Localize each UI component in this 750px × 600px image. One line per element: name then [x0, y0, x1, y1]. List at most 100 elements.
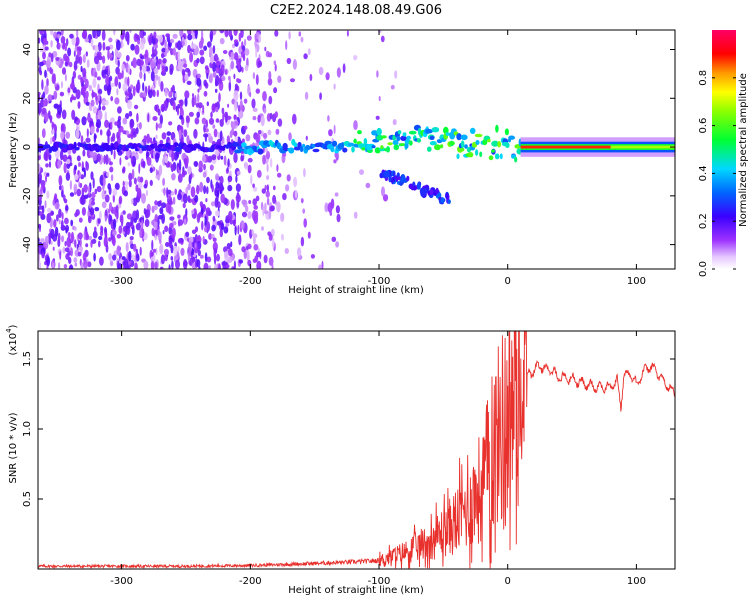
noise-speck [161, 213, 166, 225]
noise-speck [142, 91, 147, 98]
noise-speck [303, 168, 306, 178]
noise-speck [161, 132, 167, 140]
noise-speck [187, 195, 191, 203]
noise-speck [98, 93, 101, 102]
noise-speck [98, 235, 103, 241]
noise-speck [255, 74, 259, 86]
noise-speck [252, 183, 255, 188]
noise-speck [135, 223, 141, 231]
noise-speck [131, 198, 134, 205]
noise-speck [65, 172, 71, 181]
noise-speck [203, 79, 207, 87]
noise-speck [53, 90, 58, 100]
noise-speck [246, 250, 250, 262]
noise-speck [145, 209, 151, 218]
noise-speck [184, 90, 190, 99]
noise-speck [319, 92, 322, 100]
noise-speck [233, 152, 238, 164]
x-tick-label: -100 [368, 576, 391, 587]
noise-speck [282, 193, 287, 201]
noise-speck [43, 99, 47, 107]
band-blob [347, 142, 355, 147]
snr-xlabel: Height of straight line (km) [288, 585, 424, 596]
noise-speck [60, 131, 65, 140]
noise-speck [77, 101, 81, 109]
noise-speck [86, 128, 89, 138]
noise-speck [204, 134, 207, 142]
noise-speck [85, 137, 91, 143]
noise-speck [127, 64, 130, 75]
band-blob [425, 129, 434, 134]
noise-speck [196, 184, 200, 195]
band-blob [131, 143, 138, 149]
noise-speck [219, 183, 224, 192]
noise-speck [82, 252, 87, 261]
noise-speck [198, 160, 203, 170]
noise-speck [172, 47, 176, 56]
noise-speck [45, 59, 51, 68]
noise-speck [219, 37, 225, 45]
noise-speck [277, 118, 283, 127]
noise-speck [168, 226, 173, 235]
noise-speck [90, 126, 95, 135]
noise-speck [230, 51, 235, 61]
noise-speck [142, 82, 145, 92]
noise-speck [136, 58, 141, 66]
noise-speck [168, 264, 171, 269]
noise-speck [240, 155, 244, 162]
noise-speck [84, 37, 90, 43]
band-blob [397, 130, 402, 135]
colorbar-tick-label: 0.2 [698, 213, 709, 229]
noise-speck [220, 193, 225, 204]
noise-speck [122, 210, 126, 215]
noise-speck [191, 96, 195, 108]
noise-speck [90, 171, 94, 181]
noise-speck [222, 50, 228, 54]
noise-speck [237, 224, 240, 235]
noise-speck [110, 83, 116, 87]
noise-speck [262, 91, 267, 102]
noise-speck [192, 43, 197, 49]
noise-speck [177, 238, 182, 244]
noise-speck [50, 228, 55, 239]
band-blob [135, 148, 139, 152]
noise-speck [133, 104, 139, 110]
noise-speck [203, 90, 208, 97]
noise-speck [290, 78, 295, 83]
noise-speck [114, 121, 119, 126]
noise-speck [181, 68, 186, 76]
noise-speck [177, 214, 181, 219]
noise-speck [324, 202, 329, 213]
noise-speck [145, 65, 151, 72]
noise-speck [64, 217, 69, 225]
noise-speck [80, 65, 83, 73]
noise-speck [208, 265, 211, 269]
noise-speck [144, 219, 150, 227]
branch-blob [408, 183, 414, 190]
noise-speck [50, 40, 53, 48]
noise-speck [158, 34, 163, 43]
noise-speck [139, 246, 142, 256]
noise-speck [220, 64, 225, 74]
noise-speck [267, 78, 273, 86]
noise-speck [227, 184, 233, 192]
noise-speck [239, 91, 243, 100]
noise-speck [309, 73, 313, 82]
noise-speck [127, 99, 132, 110]
noise-speck [212, 71, 217, 78]
noise-speck [76, 30, 79, 38]
noise-speck [272, 194, 277, 204]
noise-speck [61, 109, 67, 120]
noise-speck [94, 71, 98, 78]
noise-speck [59, 149, 64, 161]
noise-speck [151, 46, 155, 56]
noise-speck [107, 64, 110, 76]
noise-speck [81, 85, 86, 94]
noise-speck [39, 223, 41, 233]
noise-speck [110, 174, 114, 182]
noise-speck [390, 84, 395, 90]
noise-speck [105, 154, 109, 165]
band-blob [402, 132, 407, 137]
noise-speck [215, 118, 220, 123]
noise-speck [101, 100, 106, 105]
